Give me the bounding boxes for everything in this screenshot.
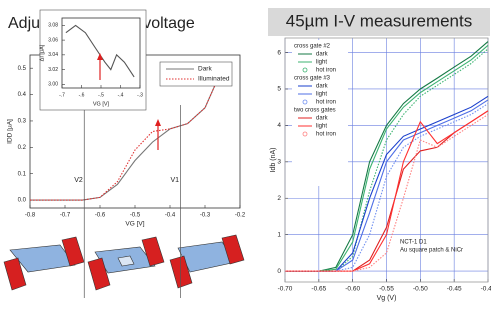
- annotation: Au square patch & NiCr: [400, 248, 463, 254]
- y-tick-label: 5: [277, 86, 281, 93]
- y-tick-label: 0.5: [18, 66, 27, 72]
- highlight-arrowhead: [155, 119, 161, 126]
- legend-group-title: cross gate #3: [294, 76, 331, 82]
- y-axis-label: IDD [µA]: [7, 119, 14, 144]
- legend-marker: [302, 131, 308, 137]
- inset-background: [39, 9, 147, 111]
- threshold-label: V2: [74, 177, 83, 184]
- legend-box: [292, 40, 348, 186]
- legend-box: [159, 61, 233, 87]
- series-line: [285, 114, 489, 272]
- y-tick-label: 0: [277, 268, 281, 275]
- y-tick-label: 3.02: [48, 67, 58, 73]
- device-3: [169, 234, 245, 289]
- y-axis-label: ΔI [µA]: [39, 44, 45, 61]
- y-tick-label: 4: [277, 122, 281, 129]
- y-tick-label: 3: [277, 159, 281, 166]
- x-tick-label: -.3: [137, 92, 143, 98]
- legend-label: hot iron: [316, 100, 336, 106]
- device-2: [87, 236, 165, 291]
- legend-label: light: [316, 60, 327, 66]
- x-tick-label: -0.55: [379, 286, 394, 293]
- y-tick-label: 3.04: [48, 52, 58, 58]
- x-tick-label: -0.8: [25, 213, 36, 219]
- x-tick-label: -0.6: [95, 213, 106, 219]
- inset-arrowhead: [97, 53, 103, 60]
- annotation: NCT-1 D1: [400, 240, 427, 246]
- legend-label: light: [316, 92, 327, 98]
- legend-label: light: [316, 124, 327, 130]
- legend-label: dark: [316, 116, 329, 122]
- x-tick-label: -0.50: [413, 286, 428, 293]
- legend-group-title: cross gate #2: [294, 44, 331, 50]
- legend: Dark Illuminated: [159, 61, 233, 87]
- y-tick-label: 1: [277, 231, 281, 238]
- series-line: [30, 67, 224, 201]
- y-tick-label: 0.2: [18, 145, 27, 151]
- x-tick-label: -0.60: [345, 286, 360, 293]
- legend-marker: [302, 67, 308, 73]
- x-axis-label: VG [V]: [93, 101, 110, 107]
- x-tick-label: -0.65: [311, 286, 326, 293]
- x-tick-label: -0.3: [200, 213, 211, 219]
- right-title-bar: [268, 8, 490, 36]
- x-tick-label: -0.7: [60, 213, 71, 219]
- x-tick-label: -0.45: [447, 286, 462, 293]
- y-tick-label: 0.3: [18, 119, 27, 125]
- legend-marker: [302, 99, 308, 105]
- legend-label: hot iron: [316, 68, 336, 74]
- y-tick-label: 0.1: [18, 171, 27, 177]
- y-tick-label: 3.08: [48, 23, 58, 29]
- x-tick-label: -0.40: [481, 286, 491, 293]
- x-tick-label: -.6: [79, 92, 85, 98]
- plot-frame: [284, 37, 489, 283]
- y-axis-label: Idb (nA): [270, 148, 277, 173]
- legend-group-title: two cross gates: [294, 108, 336, 114]
- legend-label: dark: [316, 52, 329, 58]
- y-tick-label: 3.06: [48, 37, 58, 43]
- x-tick-label: -0.70: [278, 286, 293, 293]
- y-tick-label: 0.4: [18, 92, 27, 98]
- y-tick-label: 2: [277, 195, 281, 202]
- x-tick-label: -.7: [59, 92, 65, 98]
- x-tick-label: -0.2: [235, 213, 246, 219]
- x-tick-label: -.5: [98, 92, 104, 98]
- right-title: 45µm I-V measurements: [286, 11, 472, 30]
- device-sketches: [3, 234, 245, 291]
- x-tick-label: -.4: [118, 92, 124, 98]
- y-tick-label: 0.0: [18, 198, 27, 204]
- legend-label: Illuminated: [198, 76, 230, 83]
- x-axis-label: Vg (V): [377, 295, 397, 302]
- plot-frame: [61, 17, 141, 89]
- legend: cross gate #2 dark light hot iron cross gate…: [292, 40, 348, 186]
- legend-label: dark: [316, 84, 329, 90]
- x-axis-label: VG [V]: [125, 221, 144, 228]
- x-tick-label: -0.4: [165, 213, 176, 219]
- x-tick-label: -0.5: [130, 213, 141, 219]
- legend-label: Dark: [198, 66, 212, 73]
- y-tick-label: 3.00: [48, 82, 58, 88]
- y-tick-label: 6: [277, 49, 281, 56]
- threshold-label: V1: [171, 177, 180, 184]
- series-line: [65, 24, 135, 78]
- legend-label: hot iron: [316, 132, 336, 138]
